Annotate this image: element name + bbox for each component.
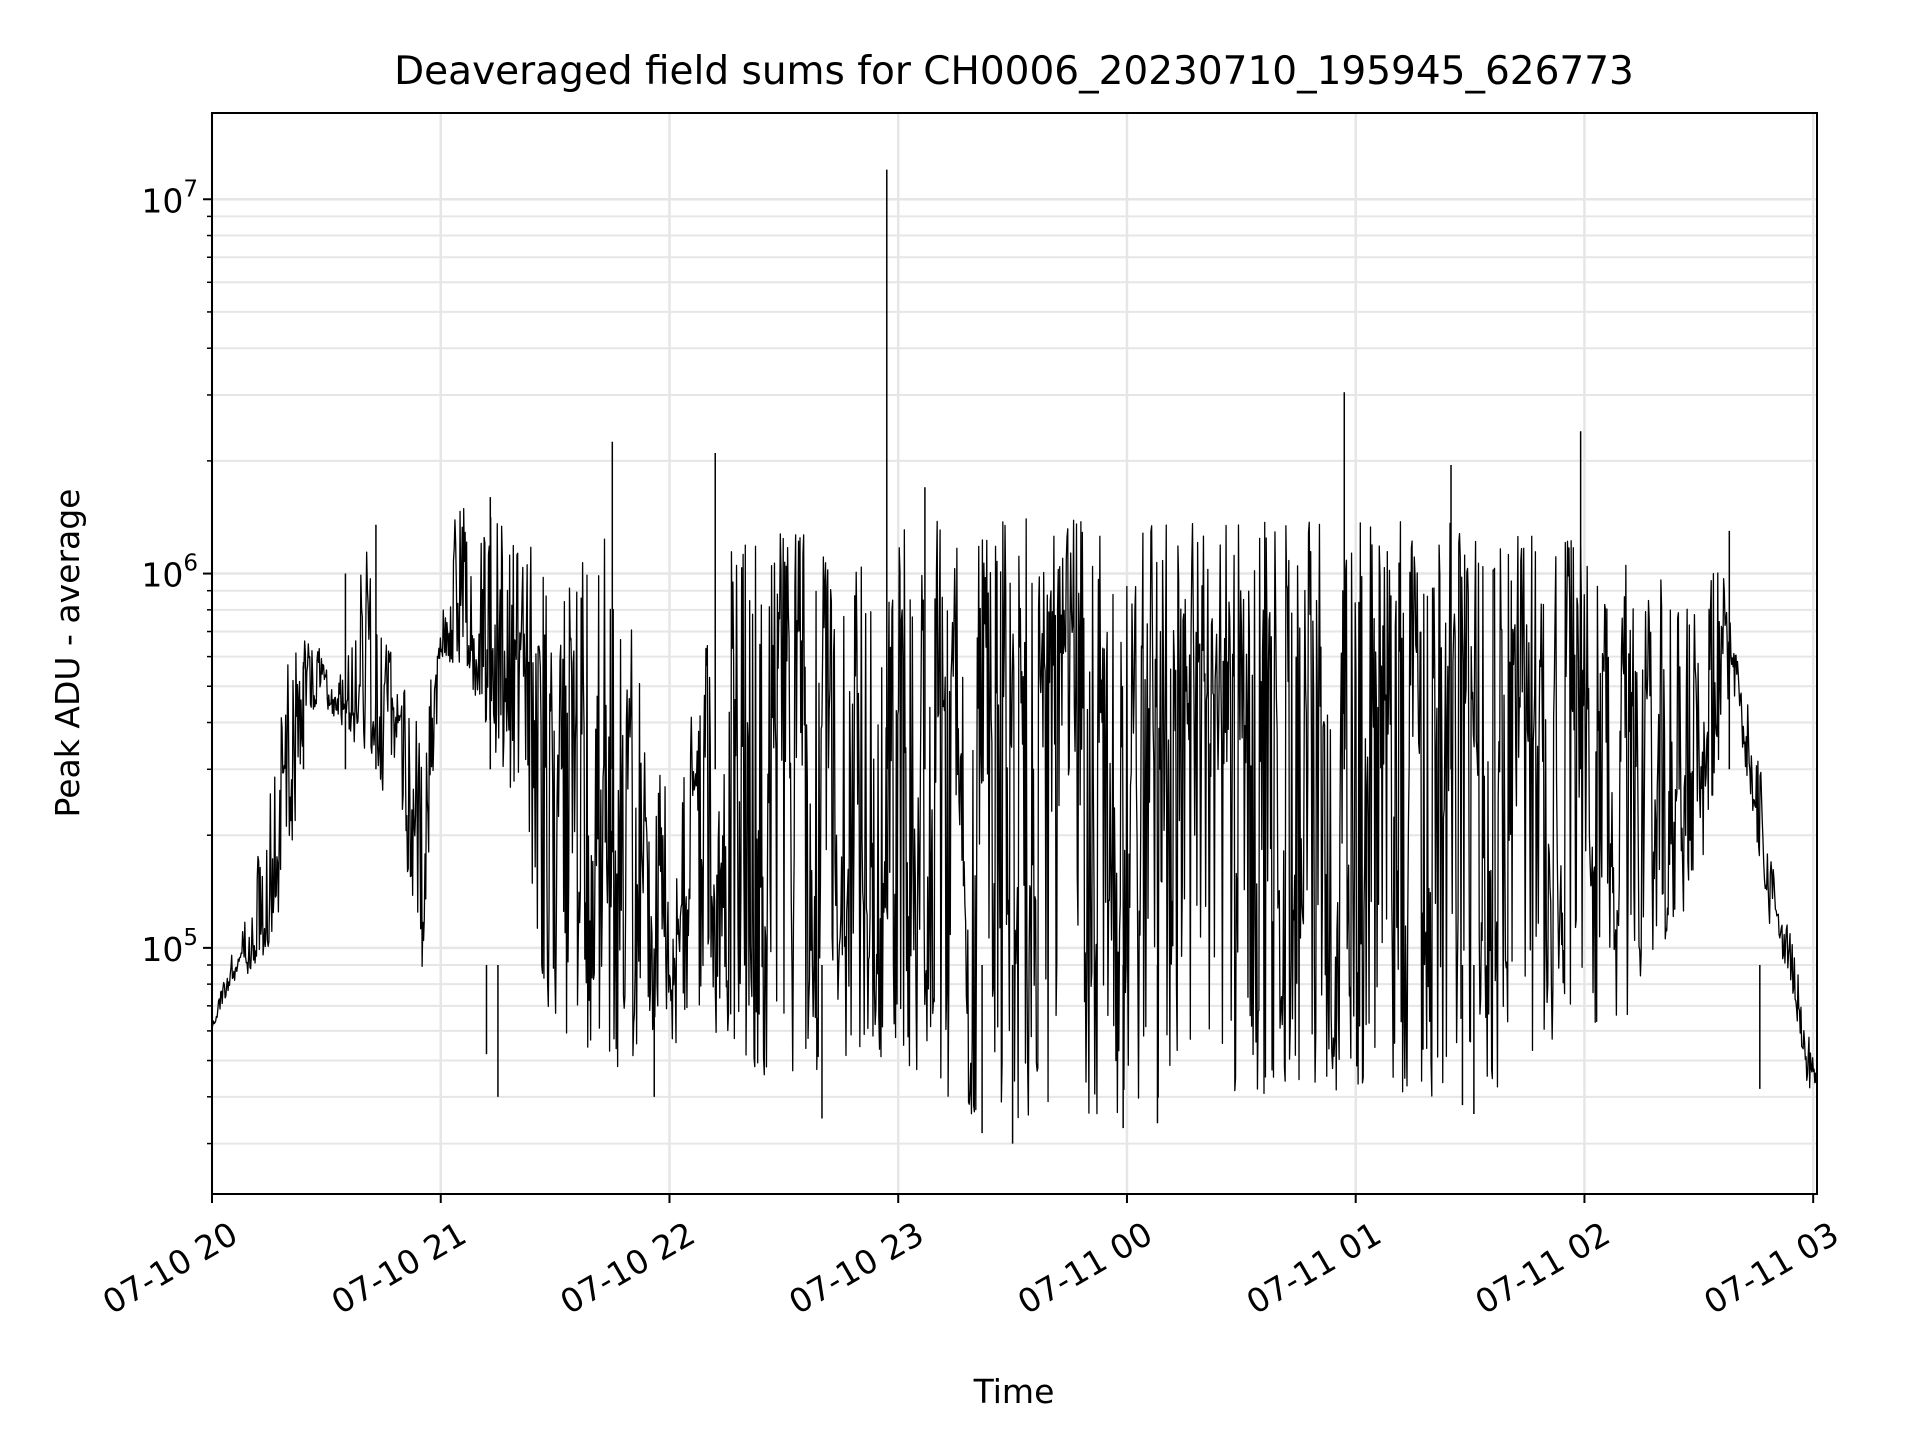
y-tick-label: 107 [141,176,198,220]
y-tick-label: 106 [141,551,198,595]
chart-title: Deaveraged field sums for CH0006_2023071… [394,49,1634,94]
x-axis-label: Time [973,1372,1055,1411]
plot-frame [211,112,1818,1195]
series-line [211,508,1818,1119]
y-axis-label: Peak ADU - average [48,489,87,818]
data-layer [211,169,1818,1144]
y-tick-label: 105 [141,925,198,969]
